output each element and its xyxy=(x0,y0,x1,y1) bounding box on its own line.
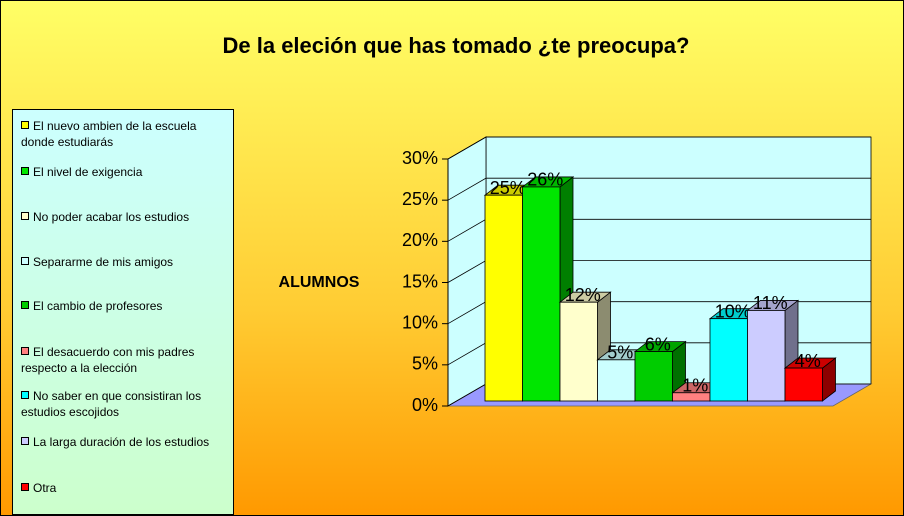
legend-key xyxy=(21,167,29,175)
legend-key xyxy=(21,257,29,265)
bar xyxy=(747,310,786,402)
bar xyxy=(709,318,748,402)
legend-label: La larga duración de los estudios xyxy=(33,435,210,449)
bar xyxy=(597,359,636,402)
legend-key xyxy=(21,437,29,445)
legend-label: El nuevo ambien de la escuela donde estu… xyxy=(21,119,197,149)
legend-item: La larga duración de los estudios xyxy=(21,434,231,450)
y-tick-label: 25% xyxy=(402,189,438,209)
y-tick-label: 5% xyxy=(412,354,438,374)
legend-item: El cambio de profesores xyxy=(21,298,231,314)
value-label: 25% xyxy=(490,178,526,198)
legend-key xyxy=(21,121,29,129)
legend-label: No saber en que consistiran los estudios… xyxy=(21,389,202,419)
legend-label: El nivel de exigencia xyxy=(33,165,143,179)
value-label: 5% xyxy=(607,343,633,363)
legend-item: No saber en que consistiran los estudios… xyxy=(21,388,231,420)
value-label: 1% xyxy=(682,376,708,396)
legend-key xyxy=(21,301,29,309)
legend-item: No poder acabar los estudios xyxy=(21,209,231,225)
legend-item: El nivel de exigencia xyxy=(21,164,231,180)
legend-key xyxy=(21,391,29,399)
bar xyxy=(784,367,823,402)
y-tick-label: 0% xyxy=(412,395,438,415)
legend-key xyxy=(21,212,29,220)
value-label: 26% xyxy=(527,170,563,190)
legend-label: Otra xyxy=(33,481,57,495)
legend-label: El desacuerdo con mis padres respecto a … xyxy=(21,345,195,375)
value-label: 11% xyxy=(753,293,788,313)
y-tick-label: 20% xyxy=(402,230,438,250)
legend-item: El nuevo ambien de la escuela donde estu… xyxy=(21,118,231,150)
value-label: 6% xyxy=(645,334,671,354)
legend: El nuevo ambien de la escuela donde estu… xyxy=(12,109,234,515)
value-label: 4% xyxy=(795,351,821,371)
value-label: 12% xyxy=(565,285,601,305)
legend-key xyxy=(21,483,29,491)
legend-label: No poder acabar los estudios xyxy=(33,210,190,224)
bar xyxy=(634,351,673,402)
legend-item: El desacuerdo con mis padres respecto a … xyxy=(21,344,231,376)
legend-item: Separarme de mis amigos xyxy=(21,254,231,270)
y-axis-label: ALUMNOS xyxy=(279,274,360,291)
legend-label: El cambio de profesores xyxy=(33,299,163,313)
legend-item: Otra xyxy=(21,480,231,496)
legend-label: Separarme de mis amigos xyxy=(33,255,174,269)
bar xyxy=(559,301,598,402)
value-label: 10% xyxy=(715,301,751,321)
legend-key xyxy=(21,347,29,355)
y-tick-label: 10% xyxy=(402,312,438,332)
y-tick-label: 30% xyxy=(402,148,438,168)
grid-line xyxy=(447,136,871,160)
grid-line xyxy=(447,177,871,201)
chart-title: De la eleción que has tomado ¿te preocup… xyxy=(223,33,690,58)
bar xyxy=(484,194,523,402)
y-tick-label: 15% xyxy=(402,271,438,291)
bar xyxy=(522,186,561,402)
